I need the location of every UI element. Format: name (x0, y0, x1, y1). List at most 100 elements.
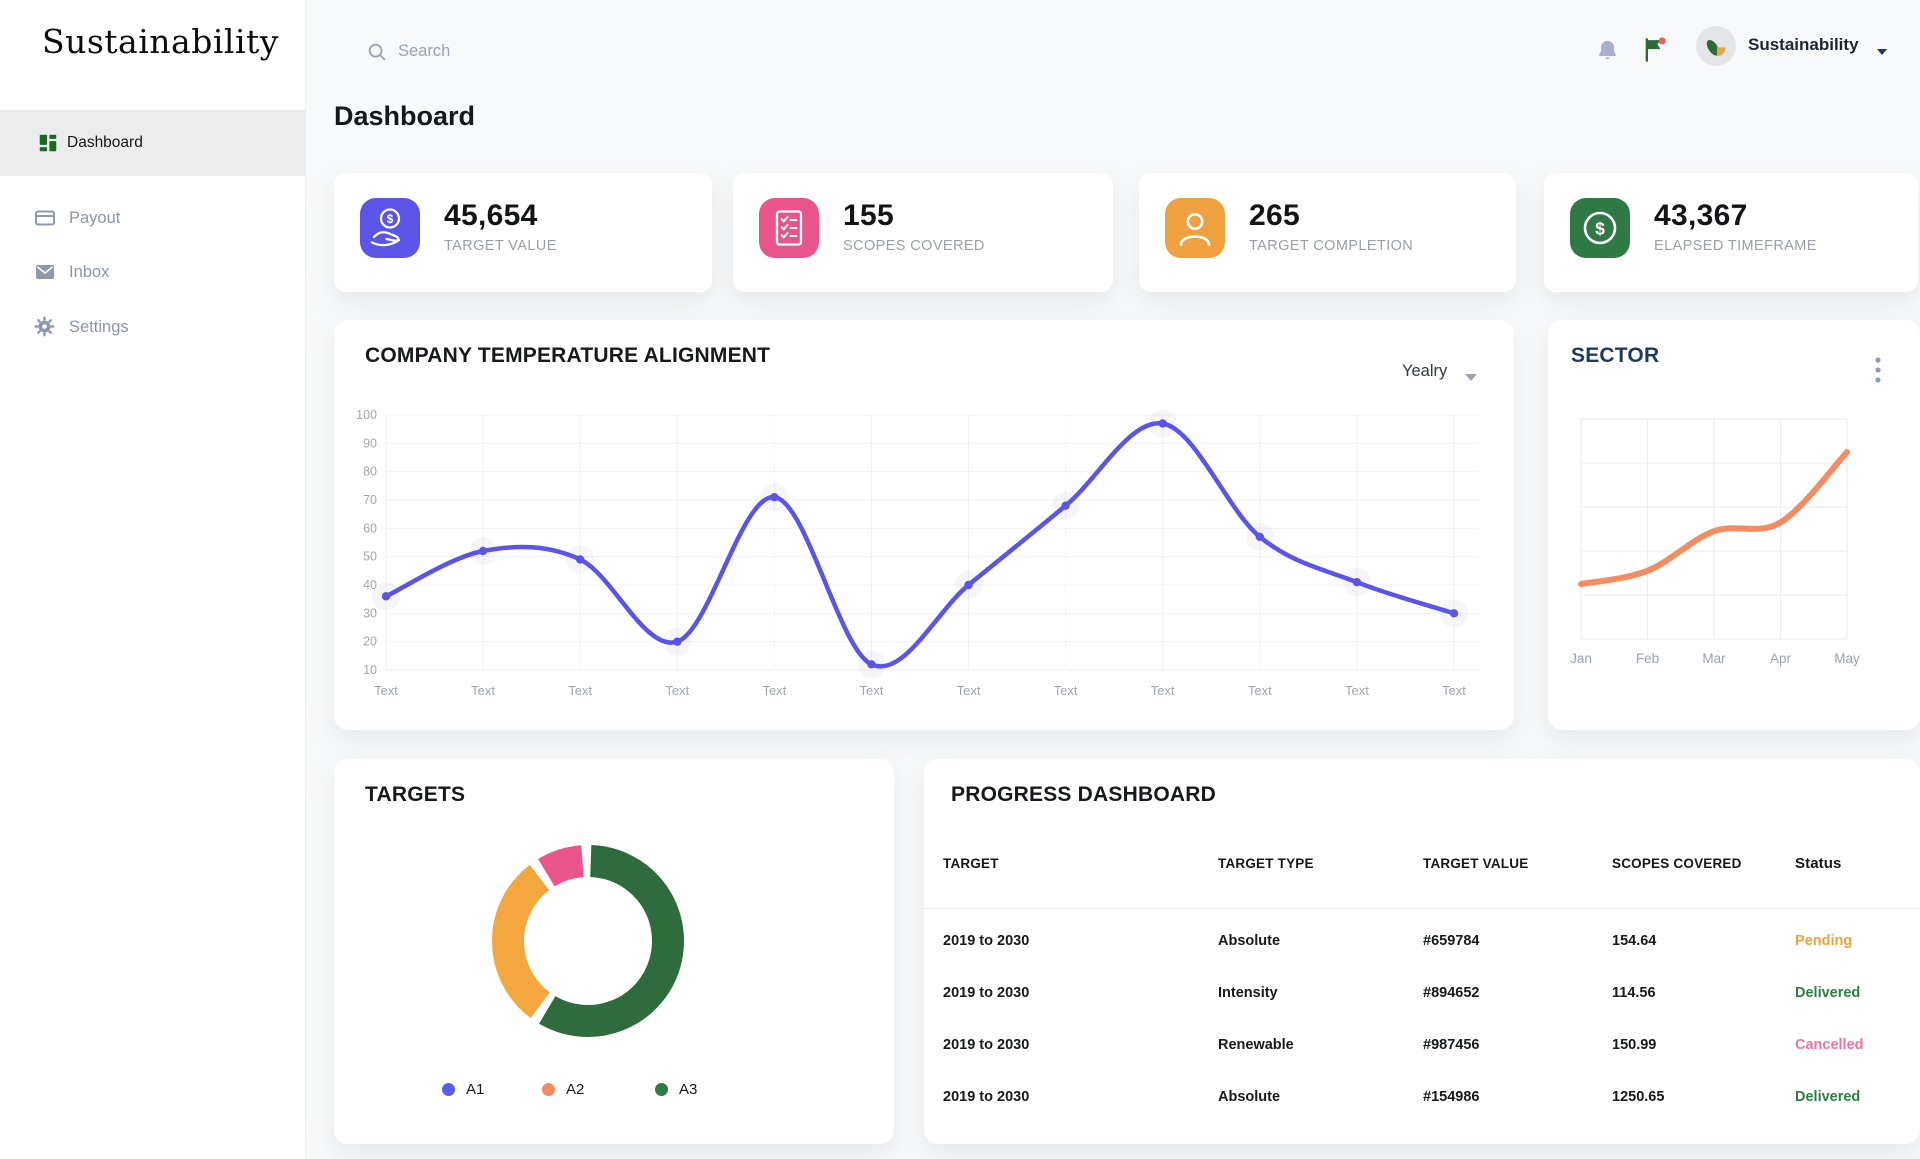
legend-item-a3: A3 (655, 1077, 697, 1101)
legend-label: A2 (566, 1080, 585, 1098)
target-type-cell: Absolute (1218, 933, 1281, 949)
legend-dot (542, 1082, 555, 1096)
scopes-covered-cell: 1250.65 (1612, 1089, 1665, 1105)
svg-text:$: $ (1595, 219, 1605, 239)
column-header-target: TARGET (943, 855, 999, 871)
stat-card-scopes-covered: 155 SCOPES COVERED (733, 173, 1113, 292)
stat-value: 155 (843, 199, 894, 232)
column-header-scopes-covered: SCOPES COVERED (1612, 855, 1742, 871)
legend-label: A1 (466, 1080, 485, 1098)
dollar-coin-icon: $ (1570, 198, 1630, 258)
svg-text:Text: Text (1151, 683, 1175, 698)
svg-text:90: 90 (363, 436, 377, 450)
svg-text:Text: Text (1442, 683, 1466, 698)
avatar (1696, 26, 1736, 66)
stat-label: TARGET VALUE (444, 238, 557, 254)
target-cell: 2019 to 2030 (943, 1089, 1030, 1105)
sidebar-item-inbox[interactable]: Inbox (0, 245, 306, 299)
person-icon (1165, 198, 1225, 258)
target-value-cell: #154986 (1423, 1089, 1480, 1105)
stat-card-elapsed-timeframe: $ 43,367 ELAPSED TIMEFRAME (1544, 173, 1918, 292)
settings-gear-icon (33, 315, 57, 339)
svg-text:Text: Text (957, 683, 981, 698)
svg-text:Text: Text (665, 683, 689, 698)
target-type-cell: Renewable (1218, 1037, 1294, 1053)
legend-dot (655, 1082, 668, 1096)
chevron-down-icon (1464, 369, 1478, 387)
temperature-card-title: COMPANY TEMPERATURE ALIGNMENT (365, 344, 771, 367)
checklist-icon (759, 198, 819, 258)
sidebar-item-label: Inbox (69, 263, 110, 281)
svg-text:70: 70 (363, 493, 377, 507)
target-cell: 2019 to 2030 (943, 985, 1030, 1001)
sector-line-chart: Jan Feb Mar Apr May (1570, 418, 1860, 666)
svg-text:40: 40 (363, 578, 377, 592)
status-cell: Pending (1795, 933, 1853, 949)
svg-text:20: 20 (363, 635, 377, 649)
sector-menu-button[interactable] (1866, 352, 1890, 392)
column-header-target-value: TARGET VALUE (1423, 855, 1529, 871)
stat-label: TARGET COMPLETION (1249, 238, 1414, 254)
stat-label: ELAPSED TIMEFRAME (1654, 238, 1817, 254)
temperature-card: COMPANY TEMPERATURE ALIGNMENT Yealry 10 2… (334, 320, 1514, 730)
targets-card: TARGETS A1 A2 A3 (334, 759, 894, 1144)
svg-text:Jan: Jan (1570, 651, 1592, 666)
notifications-button[interactable] (1594, 38, 1621, 68)
sector-card: SECTOR Jan Feb Mar Apr May (1548, 320, 1920, 730)
period-selector[interactable]: Yealry (1402, 360, 1502, 388)
sidebar-item-payout[interactable]: Payout (0, 191, 306, 245)
svg-text:Mar: Mar (1702, 651, 1726, 666)
svg-text:Text: Text (1345, 683, 1369, 698)
search-input[interactable] (398, 32, 818, 70)
table-row: 2019 to 2030 Absolute #659784 154.64 Pen… (924, 915, 1920, 967)
target-type-cell: Absolute (1218, 1089, 1281, 1105)
flag-button[interactable] (1641, 36, 1669, 67)
target-value-cell: #894652 (1423, 985, 1480, 1001)
stat-value: 43,367 (1654, 199, 1748, 232)
svg-text:Text: Text (1054, 683, 1078, 698)
target-value-cell: #659784 (1423, 933, 1480, 949)
sidebar-item-settings[interactable]: Settings (0, 300, 306, 354)
stat-label: SCOPES COVERED (843, 238, 985, 254)
search-icon (366, 41, 388, 63)
column-header-target-type: TARGET TYPE (1218, 855, 1314, 871)
svg-text:10: 10 (363, 663, 377, 677)
progress-card: PROGRESS DASHBOARD TARGET TARGET TYPE TA… (924, 759, 1920, 1144)
svg-text:Feb: Feb (1636, 651, 1659, 666)
target-type-cell: Intensity (1218, 985, 1278, 1001)
dashboard-grid-icon (37, 132, 59, 154)
targets-donut-chart (492, 845, 684, 1037)
svg-text:Text: Text (1248, 683, 1272, 698)
sidebar: Sustainability Dashboard Payout (0, 0, 306, 1159)
legend-dot (442, 1082, 455, 1096)
svg-text:80: 80 (363, 465, 377, 479)
svg-text:Text: Text (471, 683, 495, 698)
app-logo: Sustainability (42, 22, 279, 61)
svg-text:Text: Text (374, 683, 398, 698)
svg-text:$: $ (387, 212, 394, 226)
svg-text:Text: Text (860, 683, 884, 698)
period-selector-value: Yealry (1402, 362, 1448, 380)
sidebar-item-dashboard[interactable]: Dashboard (0, 110, 306, 176)
bell-icon (1594, 40, 1621, 68)
legend-item-a1: A1 (442, 1077, 484, 1101)
table-divider (924, 908, 1920, 909)
scopes-covered-cell: 154.64 (1612, 933, 1657, 949)
target-cell: 2019 to 2030 (943, 933, 1030, 949)
svg-text:50: 50 (363, 550, 377, 564)
stat-card-target-value: $ 45,654 TARGET VALUE (334, 173, 712, 292)
legend-label: A3 (679, 1080, 698, 1098)
page-title: Dashboard (334, 101, 476, 131)
temperature-line-chart: 10 20 30 40 50 60 70 80 90 100 Text Text Text Text Tex… (356, 408, 1478, 698)
svg-text:100: 100 (356, 408, 377, 422)
scopes-covered-cell: 150.99 (1612, 1037, 1657, 1053)
svg-text:60: 60 (363, 521, 377, 535)
scopes-covered-cell: 114.56 (1612, 985, 1656, 1001)
stat-value: 265 (1249, 199, 1300, 232)
flag-icon (1641, 37, 1669, 67)
targets-card-title: TARGETS (365, 783, 466, 806)
hand-coin-icon: $ (360, 198, 420, 258)
status-cell: Delivered (1795, 985, 1861, 1001)
table-header: TARGET TARGET TYPE TARGET VALUE SCOPES C… (924, 851, 1920, 875)
